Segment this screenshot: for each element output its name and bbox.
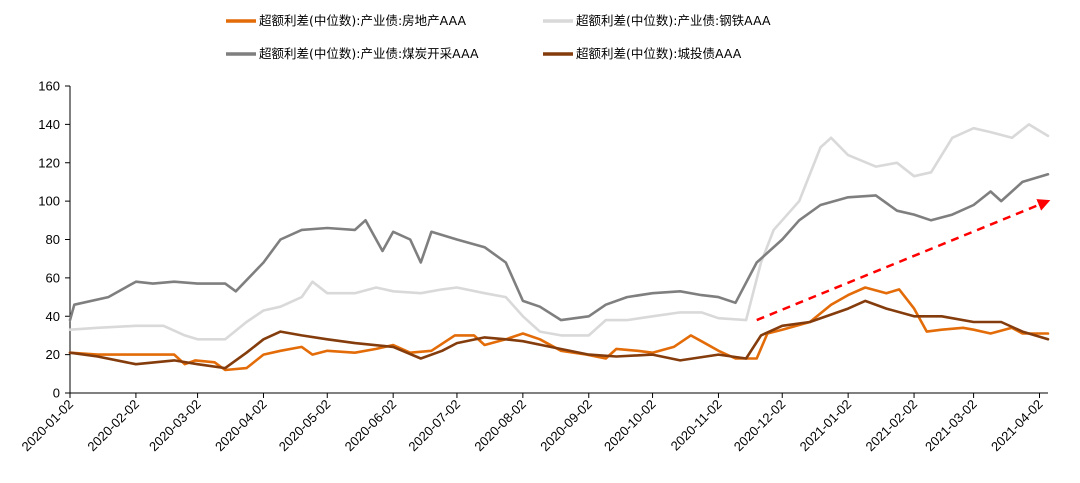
legend-item-steel: 超额利差(中位数):产业债:钢铁AAA bbox=[543, 13, 771, 28]
series-layer bbox=[68, 123, 1050, 372]
series-line-steel bbox=[68, 123, 1050, 341]
x-tick-label: 2020-04-02 bbox=[212, 397, 270, 455]
y-tick-label: 80 bbox=[46, 232, 60, 247]
y-tick-label: 40 bbox=[46, 309, 60, 324]
x-tick-label: 2020-03-02 bbox=[146, 397, 204, 455]
legend-label-real-estate: 超额利差(中位数):产业债:房地产AAA bbox=[259, 13, 466, 28]
legend-label-urban-investment: 超额利差(中位数):城投债AAA bbox=[576, 46, 742, 61]
annotation-layer bbox=[756, 199, 1051, 322]
x-tick-label: 2020-09-02 bbox=[537, 397, 595, 455]
x-tick-label: 2020-05-02 bbox=[276, 397, 334, 455]
x-tick-label: 2020-01-02 bbox=[18, 397, 76, 455]
legend-label-coal-mining: 超额利差(中位数):产业债:煤炭开采AAA bbox=[259, 46, 479, 61]
x-tick-label: 2020-02-02 bbox=[84, 397, 142, 455]
x-tick-label: 2021-02-02 bbox=[863, 397, 921, 455]
legend-label-steel: 超额利差(中位数):产业债:钢铁AAA bbox=[576, 13, 771, 28]
x-tick-label: 2021-01-02 bbox=[797, 397, 855, 455]
series-line-coal-mining bbox=[68, 173, 1050, 322]
legend: 超额利差(中位数):产业债:房地产AAA 超额利差(中位数):产业债:钢铁AAA… bbox=[226, 13, 771, 61]
y-tick-label: 160 bbox=[38, 79, 60, 94]
y-tick-label: 0 bbox=[53, 386, 60, 401]
legend-item-coal-mining: 超额利差(中位数):产业债:煤炭开采AAA bbox=[226, 46, 479, 61]
x-tick-label: 2020-06-02 bbox=[342, 397, 400, 455]
x-tick-label: 2020-12-02 bbox=[731, 397, 789, 455]
legend-item-urban-investment: 超额利差(中位数):城投债AAA bbox=[543, 46, 742, 61]
y-tick-label: 100 bbox=[38, 194, 60, 209]
trend-arrow bbox=[756, 199, 1051, 322]
x-tick-label: 2020-10-02 bbox=[601, 397, 659, 455]
y-tick-label: 120 bbox=[38, 155, 60, 170]
y-tick-label: 140 bbox=[38, 117, 60, 132]
series-line-urban-investment bbox=[68, 299, 1050, 370]
x-axis: 2020-01-02 2020-02-02 2020-03-02 2020-04-02… bbox=[18, 392, 1048, 455]
y-tick-label: 20 bbox=[46, 347, 60, 362]
legend-item-real-estate: 超额利差(中位数):产业债:房地产AAA bbox=[226, 13, 466, 28]
y-axis: 0 20 40 60 80 100 120 140 160 bbox=[38, 79, 71, 401]
series-line-real-estate bbox=[68, 286, 1050, 372]
x-tick-label: 2021-04-02 bbox=[988, 397, 1046, 455]
x-tick-label: 2020-08-02 bbox=[471, 397, 529, 455]
x-tick-label: 2020-11-02 bbox=[668, 397, 725, 454]
x-tick-label: 2021-03-02 bbox=[922, 397, 980, 455]
x-tick-label: 2020-07-02 bbox=[405, 397, 463, 455]
y-tick-label: 60 bbox=[46, 270, 60, 285]
